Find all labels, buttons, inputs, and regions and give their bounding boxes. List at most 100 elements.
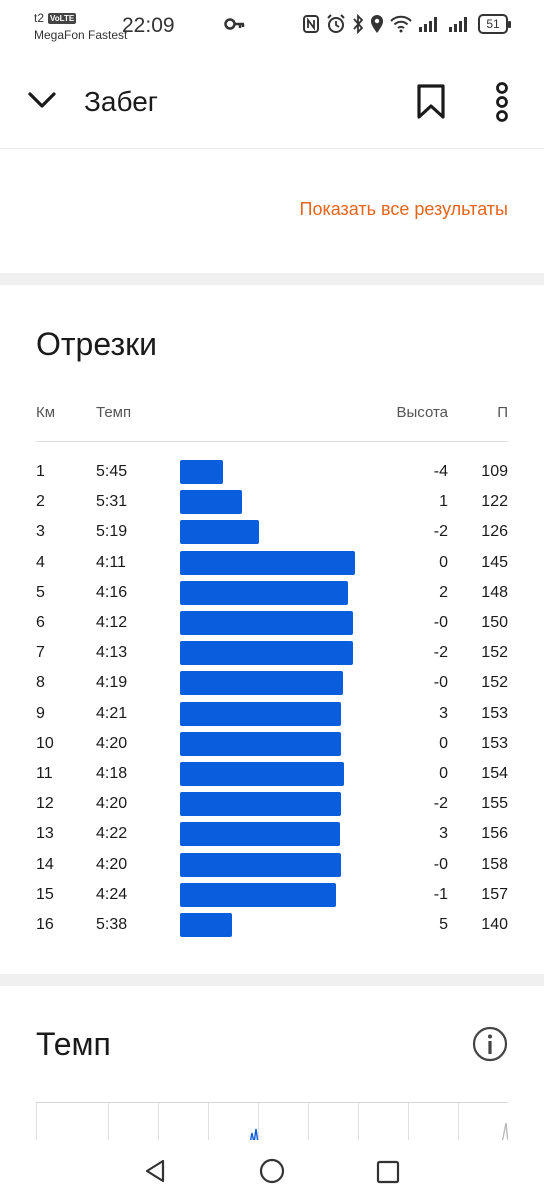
tempo-title: Темп [36,1026,111,1062]
alarm-icon [327,14,345,33]
split-elevation: -1 [433,885,448,903]
bluetooth-icon [353,14,364,34]
split-pace: 4:21 [96,704,128,722]
show-all-results-link[interactable]: Показать все результаты [299,199,509,219]
split-elevation: 0 [439,734,448,752]
split-heart-rate: 148 [481,583,508,601]
split-elevation: 1 [439,493,448,511]
split-row: 15 4:24 -1 157 [0,881,544,911]
split-km: 6 [36,614,45,631]
split-pace-bar [180,490,242,515]
split-heart-rate: 152 [481,644,508,662]
split-pace: 5:19 [96,523,128,541]
split-row: 2 5:31 1 122 [0,488,544,518]
split-elevation: 3 [439,704,448,722]
bookmark-icon[interactable] [416,84,446,120]
header-divider [36,441,508,442]
volte-badge: VoLTE [48,12,77,24]
split-elevation: 5 [439,916,448,933]
key-icon [224,18,245,30]
split-heart-rate: 140 [481,916,508,933]
nfc-icon [303,15,319,33]
signal-icon [419,17,437,32]
split-elevation: -0 [433,674,448,692]
info-icon[interactable] [472,1026,508,1062]
split-pace-bar [180,520,259,545]
nav-recents-icon[interactable] [376,1160,400,1184]
app-bar: Забег [0,60,544,148]
split-row: 7 4:13 -2 152 [0,639,544,669]
split-pace: 4:11 [96,553,126,571]
split-pace: 4:22 [96,825,128,843]
chart-gridline [358,1103,359,1142]
split-heart-rate: 109 [481,463,508,480]
location-icon [371,15,383,33]
split-row: 11 4:18 0 154 [0,760,544,790]
system-icons: 51 [302,14,511,34]
column-header-hr: П [497,404,508,421]
split-pace-bar [180,671,343,696]
split-heart-rate: 155 [481,795,508,813]
page-title: Забег [84,86,158,117]
split-pace-bar [180,913,232,937]
split-km: 2 [36,493,45,511]
chart-gridline [258,1103,259,1142]
tempo-chart-peak [249,1122,508,1142]
split-pace: 4:24 [96,885,128,903]
split-pace-bar [180,580,348,605]
split-km: 14 [36,855,54,873]
battery-indicator: 51 [478,14,511,34]
split-elevation: 0 [439,553,448,571]
split-km: 13 [36,825,54,843]
split-row: 4 4:11 0 145 [0,549,544,579]
chevron-down-icon[interactable] [26,88,58,112]
split-heart-rate: 154 [481,765,508,782]
split-km: 3 [36,523,45,541]
split-pace: 4:18 [96,765,128,782]
split-heart-rate: 157 [481,885,508,903]
split-elevation: -0 [433,855,448,873]
split-row: 9 4:21 3 153 [0,700,544,730]
chart-gridline [158,1103,159,1142]
system-nav-bar [0,1140,544,1200]
split-heart-rate: 152 [481,674,508,692]
tempo-chart [36,1102,508,1142]
split-pace-bar [180,701,341,726]
divider [0,148,544,149]
more-vertical-icon[interactable] [494,82,510,122]
split-pace: 4:16 [96,583,128,601]
split-pace-bar [180,641,353,666]
split-row: 1 5:45 -4 109 [0,458,544,488]
split-row: 3 5:19 -2 126 [0,518,544,548]
split-pace: 4:20 [96,734,128,752]
column-header-km: Км [36,404,56,421]
split-heart-rate: 122 [481,493,508,511]
chart-gridline [208,1103,209,1142]
split-row: 5 4:16 2 148 [0,579,544,609]
split-pace: 4:12 [96,614,128,631]
split-km: 9 [36,704,45,722]
wifi-icon [390,15,412,33]
split-elevation: 2 [439,583,448,601]
section-separator [0,273,544,285]
split-heart-rate: 153 [481,734,508,752]
signal-icon-2 [449,17,467,32]
split-pace: 4:13 [96,644,128,662]
split-pace-bar [180,882,336,907]
split-elevation: -0 [433,614,448,631]
split-row: 8 4:19 -0 152 [0,669,544,699]
section-separator [0,974,544,986]
column-header-pace: Темп [96,404,132,421]
split-pace-bar [180,852,341,877]
split-pace-bar [180,822,340,847]
split-pace-bar [180,792,341,817]
split-heart-rate: 126 [481,523,508,541]
nav-back-icon[interactable] [143,1158,169,1184]
split-elevation: 3 [439,825,448,843]
split-km: 1 [36,463,45,480]
chart-gridline [408,1103,409,1142]
nav-home-icon[interactable] [258,1158,286,1186]
split-km: 4 [36,553,45,571]
split-km: 5 [36,583,45,601]
chart-gridline [36,1103,37,1142]
